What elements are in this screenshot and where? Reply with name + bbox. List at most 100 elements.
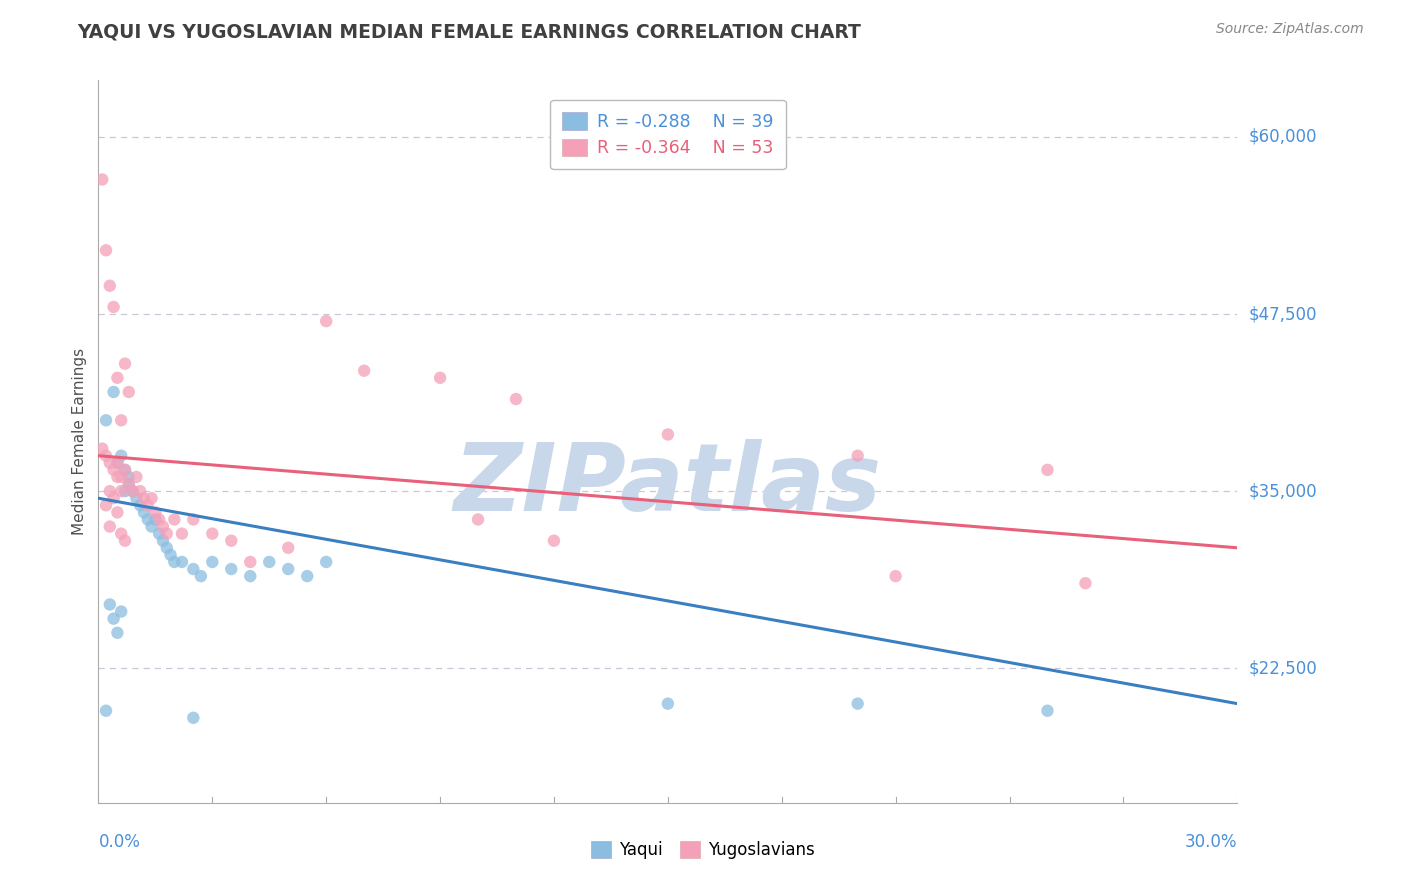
Text: 30.0%: 30.0%: [1185, 833, 1237, 851]
Point: [129, 484, 152, 499]
Point: [98, 456, 121, 470]
Point: [107, 371, 129, 385]
Point: [543, 533, 565, 548]
Point: [114, 463, 136, 477]
Point: [170, 555, 193, 569]
Text: 0.0%: 0.0%: [98, 833, 141, 851]
Point: [846, 697, 869, 711]
Point: [110, 605, 132, 619]
Point: [467, 512, 489, 526]
Point: [94, 449, 117, 463]
Point: [657, 697, 679, 711]
Point: [156, 526, 179, 541]
Point: [98, 519, 121, 533]
Legend: R = -0.288    N = 39, R = -0.364    N = 53: R = -0.288 N = 39, R = -0.364 N = 53: [550, 100, 786, 169]
Point: [107, 456, 129, 470]
Point: [114, 463, 136, 477]
Point: [98, 484, 121, 499]
Point: [118, 477, 141, 491]
Text: $35,000: $35,000: [1249, 482, 1317, 500]
Point: [110, 470, 132, 484]
Point: [353, 364, 375, 378]
Point: [94, 498, 117, 512]
Point: [107, 505, 129, 519]
Point: [315, 314, 337, 328]
Point: [221, 533, 243, 548]
Point: [221, 562, 243, 576]
Point: [148, 526, 170, 541]
Y-axis label: Median Female Earnings: Median Female Earnings: [72, 348, 87, 535]
Point: [121, 484, 143, 499]
Point: [103, 300, 125, 314]
Point: [121, 484, 143, 499]
Point: [183, 711, 205, 725]
Point: [156, 541, 179, 555]
Point: [110, 449, 132, 463]
Point: [94, 704, 117, 718]
Point: [98, 278, 121, 293]
Point: [103, 612, 125, 626]
Point: [1074, 576, 1097, 591]
Point: [118, 384, 141, 399]
Point: [1036, 463, 1059, 477]
Point: [125, 470, 148, 484]
Point: [190, 569, 212, 583]
Point: [183, 512, 205, 526]
Point: [170, 526, 193, 541]
Point: [657, 427, 679, 442]
Point: [132, 505, 155, 519]
Point: [145, 512, 167, 526]
Point: [107, 470, 129, 484]
Point: [103, 384, 125, 399]
Point: [277, 541, 299, 555]
Point: [239, 569, 262, 583]
Point: [884, 569, 907, 583]
Text: YAQUI VS YUGOSLAVIAN MEDIAN FEMALE EARNINGS CORRELATION CHART: YAQUI VS YUGOSLAVIAN MEDIAN FEMALE EARNI…: [77, 22, 862, 41]
Point: [141, 519, 163, 533]
Point: [103, 491, 125, 506]
Point: [152, 519, 174, 533]
Point: [152, 533, 174, 548]
Point: [297, 569, 319, 583]
Point: [132, 491, 155, 506]
Point: [136, 498, 159, 512]
Point: [201, 555, 224, 569]
Point: [145, 505, 167, 519]
Text: $60,000: $60,000: [1249, 128, 1317, 146]
Point: [107, 456, 129, 470]
Point: [110, 526, 132, 541]
Point: [141, 491, 163, 506]
Point: [201, 526, 224, 541]
Point: [110, 484, 132, 499]
Point: [148, 512, 170, 526]
Text: ZIPatlas: ZIPatlas: [454, 439, 882, 531]
Point: [277, 562, 299, 576]
Point: [107, 625, 129, 640]
Point: [94, 413, 117, 427]
Point: [129, 498, 152, 512]
Point: [114, 533, 136, 548]
Point: [118, 477, 141, 491]
Point: [239, 555, 262, 569]
Point: [846, 449, 869, 463]
Text: $22,500: $22,500: [1249, 659, 1317, 677]
Point: [98, 598, 121, 612]
Point: [103, 463, 125, 477]
Point: [505, 392, 527, 406]
Point: [114, 484, 136, 499]
Point: [114, 357, 136, 371]
Point: [136, 512, 159, 526]
Legend: Yaqui, Yugoslavians: Yaqui, Yugoslavians: [585, 834, 821, 866]
Point: [259, 555, 281, 569]
Point: [91, 442, 114, 456]
Point: [163, 512, 186, 526]
Point: [125, 491, 148, 506]
Point: [94, 244, 117, 258]
Text: Source: ZipAtlas.com: Source: ZipAtlas.com: [1216, 22, 1364, 37]
Point: [315, 555, 337, 569]
Point: [91, 172, 114, 186]
Point: [110, 413, 132, 427]
Point: [1036, 704, 1059, 718]
Text: $47,500: $47,500: [1249, 305, 1317, 323]
Point: [118, 470, 141, 484]
